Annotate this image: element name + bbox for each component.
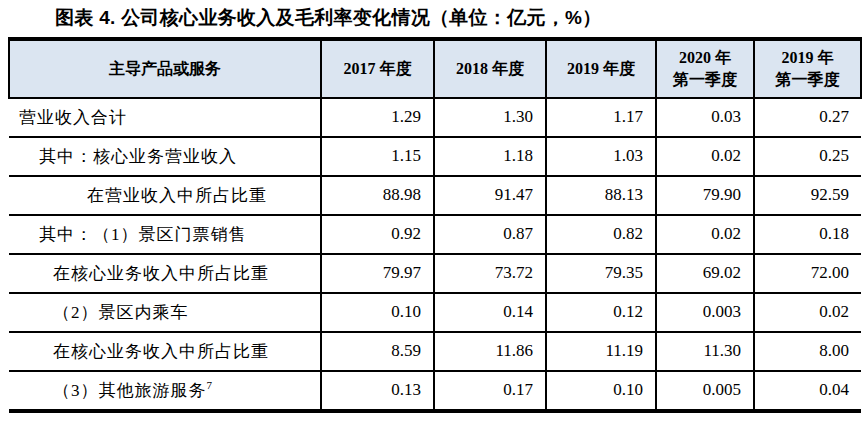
- column-header: 2019 年 第一季度: [754, 39, 861, 98]
- table-row: 其中：（1）景区门票销售0.920.870.820.020.18: [9, 215, 861, 254]
- value-cell: 73.72: [434, 254, 546, 293]
- figure-title: 图表 4. 公司核心业务收入及毛利率变化情况（单位：亿元，%）: [0, 0, 866, 30]
- table-row: 营业收入合计1.291.301.170.030.27: [9, 98, 861, 137]
- value-cell: 79.35: [546, 254, 656, 293]
- table-row: 其中：核心业务营业收入1.151.181.030.020.25: [9, 137, 861, 176]
- value-cell: 0.14: [434, 293, 546, 332]
- value-cell: 11.30: [656, 332, 754, 371]
- row-label-cell: 其中：核心业务营业收入: [9, 137, 321, 176]
- row-label-cell: 在核心业务收入中所占比重: [9, 254, 321, 293]
- value-cell: 0.003: [656, 293, 754, 332]
- value-cell: 0.10: [321, 293, 434, 332]
- value-cell: 0.17: [434, 371, 546, 411]
- value-cell: 79.90: [656, 176, 754, 215]
- value-cell: 0.02: [754, 293, 861, 332]
- value-cell: 0.18: [754, 215, 861, 254]
- row-label-cell: （3）其他旅游服务7: [9, 371, 321, 411]
- value-cell: 1.18: [434, 137, 546, 176]
- value-cell: 0.27: [754, 98, 861, 137]
- value-cell: 1.03: [546, 137, 656, 176]
- table-row: 在核心业务收入中所占比重79.9773.7279.3569.0272.00: [9, 254, 861, 293]
- value-cell: 8.00: [754, 332, 861, 371]
- row-label-cell: （2）景区内乘车: [9, 293, 321, 332]
- value-cell: 0.25: [754, 137, 861, 176]
- table-row: （2）景区内乘车0.100.140.120.0030.02: [9, 293, 861, 332]
- value-cell: 79.97: [321, 254, 434, 293]
- footnote-marker: 7: [207, 379, 214, 391]
- value-cell: 0.005: [656, 371, 754, 411]
- value-cell: 11.86: [434, 332, 546, 371]
- value-cell: 0.87: [434, 215, 546, 254]
- value-cell: 0.02: [656, 137, 754, 176]
- core-business-revenue-table: 主导产品或服务2017 年度2018 年度2019 年度2020 年 第一季度2…: [8, 37, 862, 413]
- column-header: 2020 年 第一季度: [656, 39, 754, 98]
- value-cell: 0.92: [321, 215, 434, 254]
- column-header: 2018 年度: [434, 39, 546, 98]
- value-cell: 0.03: [656, 98, 754, 137]
- value-cell: 88.98: [321, 176, 434, 215]
- value-cell: 0.04: [754, 371, 861, 411]
- value-cell: 92.59: [754, 176, 861, 215]
- value-cell: 91.47: [434, 176, 546, 215]
- table-header-row: 主导产品或服务2017 年度2018 年度2019 年度2020 年 第一季度2…: [9, 39, 861, 98]
- value-cell: 72.00: [754, 254, 861, 293]
- value-cell: 8.59: [321, 332, 434, 371]
- value-cell: 88.13: [546, 176, 656, 215]
- column-header: 2019 年度: [546, 39, 656, 98]
- table-row: 在核心业务收入中所占比重8.5911.8611.1911.308.00: [9, 332, 861, 371]
- value-cell: 0.12: [546, 293, 656, 332]
- row-label-cell: 营业收入合计: [9, 98, 321, 137]
- value-cell: 1.30: [434, 98, 546, 137]
- value-cell: 1.29: [321, 98, 434, 137]
- row-label-cell: 在营业收入中所占比重: [9, 176, 321, 215]
- table-row: （3）其他旅游服务70.130.170.100.0050.04: [9, 371, 861, 411]
- value-cell: 0.02: [656, 215, 754, 254]
- row-label-cell: 在核心业务收入中所占比重: [9, 332, 321, 371]
- column-header: 主导产品或服务: [9, 39, 321, 98]
- value-cell: 0.10: [546, 371, 656, 411]
- table-row: 在营业收入中所占比重88.9891.4788.1379.9092.59: [9, 176, 861, 215]
- column-header: 2017 年度: [321, 39, 434, 98]
- value-cell: 1.15: [321, 137, 434, 176]
- value-cell: 0.82: [546, 215, 656, 254]
- value-cell: 1.17: [546, 98, 656, 137]
- row-label-cell: 其中：（1）景区门票销售: [9, 215, 321, 254]
- value-cell: 0.13: [321, 371, 434, 411]
- value-cell: 11.19: [546, 332, 656, 371]
- value-cell: 69.02: [656, 254, 754, 293]
